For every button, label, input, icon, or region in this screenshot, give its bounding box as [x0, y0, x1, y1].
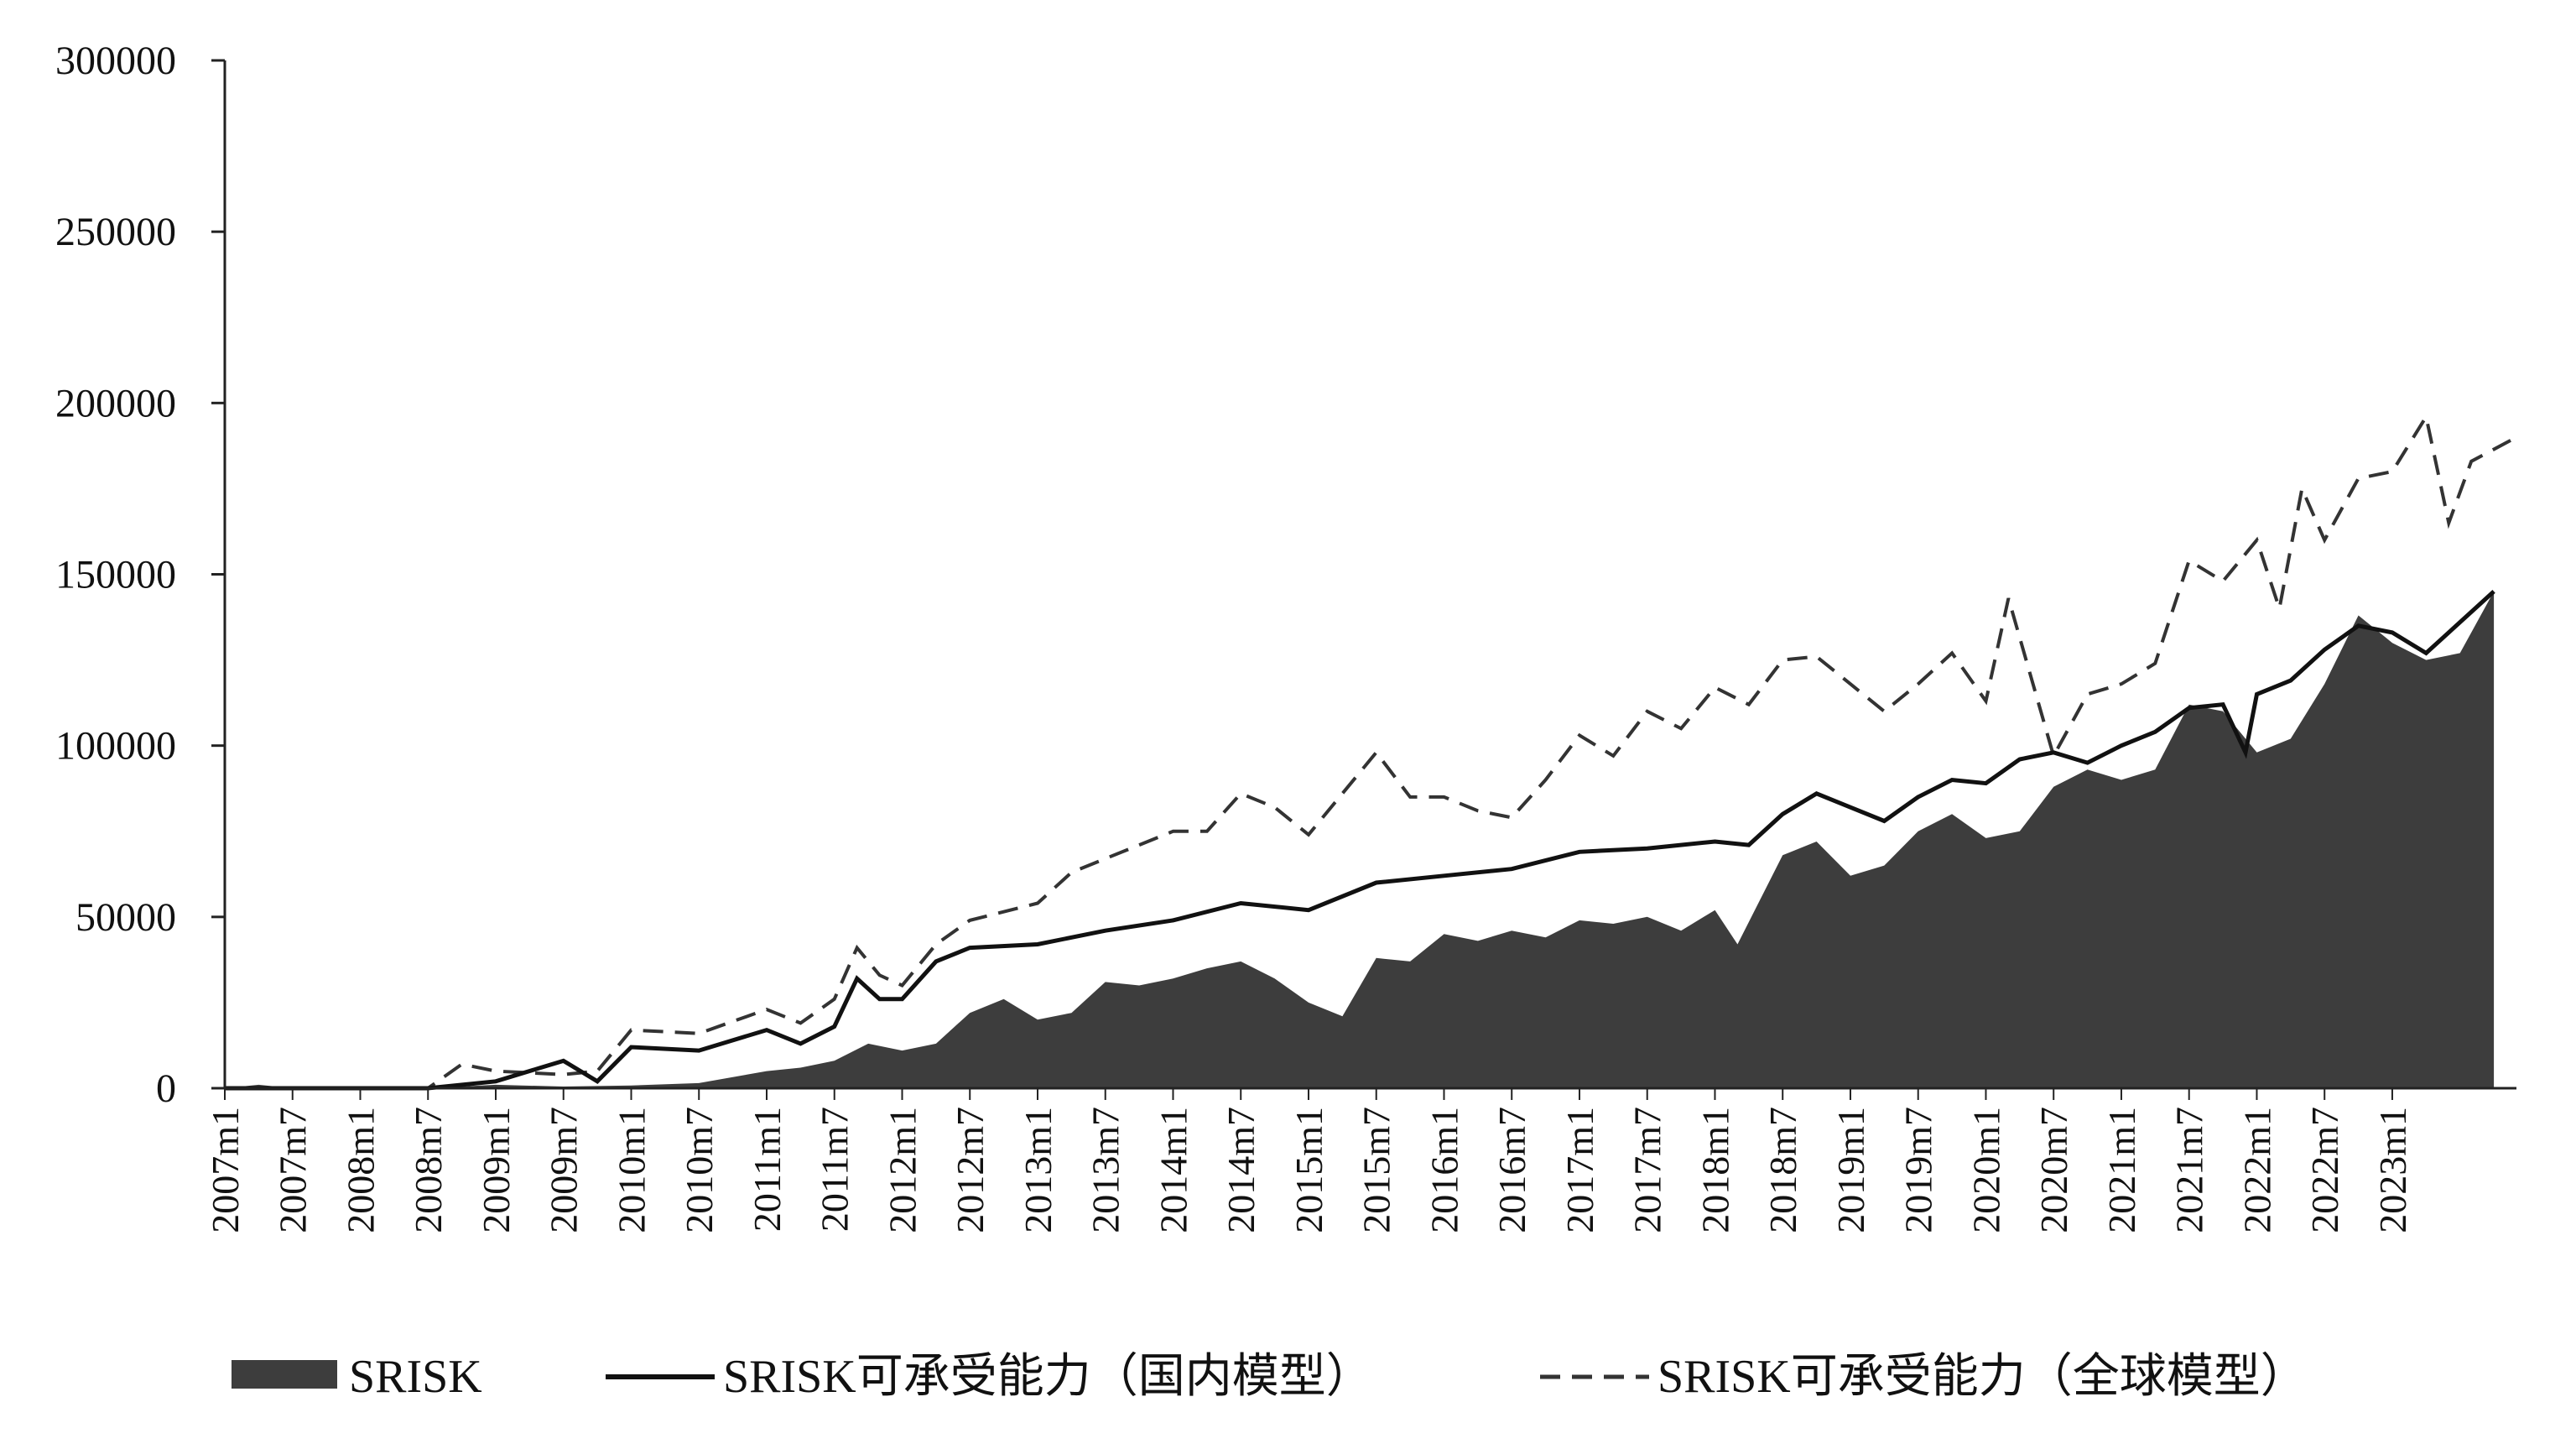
- x-tick-label: 2012m1: [881, 1107, 924, 1233]
- x-tick-label: 2014m1: [1152, 1107, 1194, 1233]
- x-tick-label: 2016m7: [1491, 1107, 1533, 1233]
- srisk-area: [225, 591, 2495, 1088]
- x-tick-label: 2020m1: [1965, 1107, 2007, 1233]
- global-model-line: [225, 412, 2517, 1090]
- x-tick-label: 2020m7: [2032, 1107, 2075, 1233]
- x-tick-label: 2017m7: [1626, 1107, 1669, 1233]
- x-tick-label: 2021m7: [2168, 1107, 2211, 1233]
- x-tick-label: 2008m7: [407, 1107, 450, 1233]
- x-tick-label: 2018m1: [1694, 1107, 1736, 1233]
- legend-swatch-srisk: [232, 1360, 337, 1389]
- x-tick-label: 2014m7: [1220, 1107, 1262, 1233]
- y-tick-labels: 0 50000 100000 150000 200000 250000 300000: [55, 39, 225, 1111]
- x-tick-label: 2008m1: [339, 1107, 382, 1233]
- x-tick-label: 2007m7: [272, 1107, 315, 1233]
- x-tick-label: 2017m1: [1559, 1107, 1601, 1233]
- x-tick-label: 2022m7: [2303, 1107, 2346, 1233]
- x-tick-label: 2007m1: [204, 1107, 247, 1233]
- series-line-layer: [225, 412, 2517, 1091]
- x-tick-label: 2016m1: [1423, 1107, 1465, 1233]
- x-tick-label: 2021m1: [2100, 1107, 2143, 1233]
- y-tick-label: 50000: [75, 895, 176, 940]
- x-tick-label: 2013m1: [1017, 1107, 1059, 1233]
- legend-label-global: SRISK可承受能力（全球模型）: [1657, 1351, 2308, 1403]
- x-tick-label: 2010m7: [678, 1107, 721, 1233]
- x-tick-label: 2023m1: [2371, 1107, 2414, 1233]
- y-tick-label: 250000: [55, 210, 176, 254]
- x-tick-label: 2011m7: [814, 1107, 856, 1232]
- legend-label-domestic: SRISK可承受能力（国内模型）: [723, 1351, 1373, 1403]
- x-tick-label: 2011m1: [746, 1107, 788, 1232]
- srisk-area-layer: [225, 591, 2495, 1088]
- y-tick-label: 150000: [55, 553, 176, 597]
- x-tick-label: 2019m7: [1897, 1107, 1940, 1233]
- y-tick-label: 200000: [55, 381, 176, 425]
- x-tick-label: 2012m7: [949, 1107, 991, 1233]
- x-tick-label: 2009m7: [543, 1107, 585, 1233]
- y-tick-label: 300000: [55, 39, 176, 83]
- x-tick-label: 2013m7: [1085, 1107, 1127, 1233]
- x-tick-label: 2018m7: [1762, 1107, 1804, 1233]
- x-tick-label: 2015m7: [1356, 1107, 1398, 1233]
- x-tick-labels: 2007m1 2007m7 2008m1 2008m7 2009m1 2009m7 2010…: [204, 1088, 2414, 1233]
- x-tick-label: 2009m1: [475, 1107, 518, 1233]
- legend: SRISK SRISK可承受能力（国内模型） SRISK可承受能力（全球模型）: [232, 1351, 2308, 1403]
- domestic-model-line: [225, 590, 2495, 1091]
- x-tick-label: 2019m1: [1829, 1107, 1872, 1233]
- x-tick-label: 2010m1: [610, 1107, 653, 1233]
- legend-label-srisk: SRISK: [349, 1351, 482, 1403]
- x-tick-label: 2022m1: [2235, 1107, 2278, 1233]
- y-tick-label: 0: [156, 1066, 176, 1111]
- x-tick-label: 2015m1: [1288, 1107, 1330, 1233]
- y-tick-label: 100000: [55, 724, 176, 769]
